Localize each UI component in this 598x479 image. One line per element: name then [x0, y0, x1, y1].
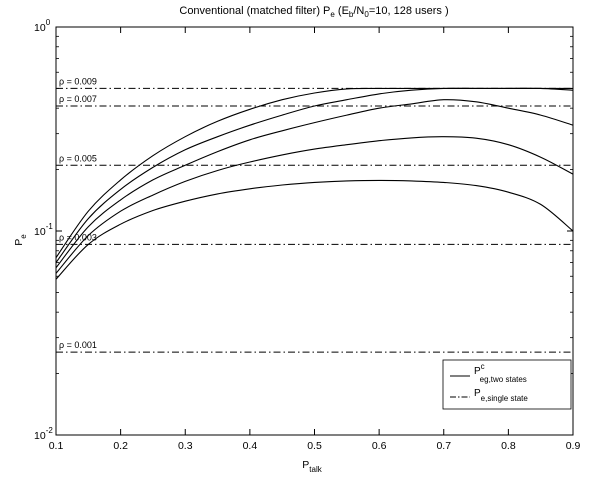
legend-entry-single-state: Pe,single state	[474, 388, 528, 403]
rho-label: ρ = 0.009	[59, 76, 97, 86]
rho-label: ρ = 0.007	[59, 94, 97, 104]
x-tick-label: 0.1	[49, 440, 64, 452]
x-axis-label: Ptalk	[302, 459, 322, 474]
two-state-curve	[55, 87, 574, 263]
x-tick-label: 0.3	[178, 440, 193, 452]
two-state-curve	[55, 136, 574, 274]
x-tick-label: 0.6	[372, 440, 387, 452]
legend-entry-two-states: Pc eg,two states	[474, 362, 527, 384]
y-tick-label: 10-2	[34, 426, 53, 442]
x-tick-label: 0.2	[113, 440, 128, 452]
y-axis-label: Pe	[13, 234, 28, 246]
legend-box	[442, 359, 572, 410]
rho-label: ρ = 0.003	[59, 232, 97, 242]
chart-title: Conventional (matched filter) Pe (Eb/N0=…	[179, 5, 448, 19]
two-state-curve	[55, 87, 573, 259]
x-tick-label: 0.8	[501, 440, 516, 452]
x-axis: 0.1 0.2 0.3 0.4 0.5 0.6 0.7 0.8 0.9	[49, 27, 581, 452]
x-tick-label: 0.7	[436, 440, 451, 452]
y-tick-label: 100	[34, 18, 51, 34]
single-state-lines: ρ = 0.009 ρ = 0.007 ρ = 0.005 ρ = 0.003 ρ = …	[56, 76, 573, 353]
rho-label: ρ = 0.005	[59, 153, 97, 163]
rho-label: ρ = 0.001	[59, 340, 97, 350]
y-axis: 100 10-1 10-2	[34, 18, 573, 442]
two-state-curve	[55, 179, 574, 280]
x-tick-label: 0.5	[307, 440, 322, 452]
x-tick-label: 0.4	[243, 440, 258, 452]
two-state-curves	[55, 87, 574, 280]
legend: Pc eg,two states Pe,single state	[442, 359, 572, 410]
two-state-curve	[55, 99, 574, 269]
y-tick-label: 10-1	[34, 222, 53, 238]
x-tick-label: 0.9	[566, 440, 581, 452]
